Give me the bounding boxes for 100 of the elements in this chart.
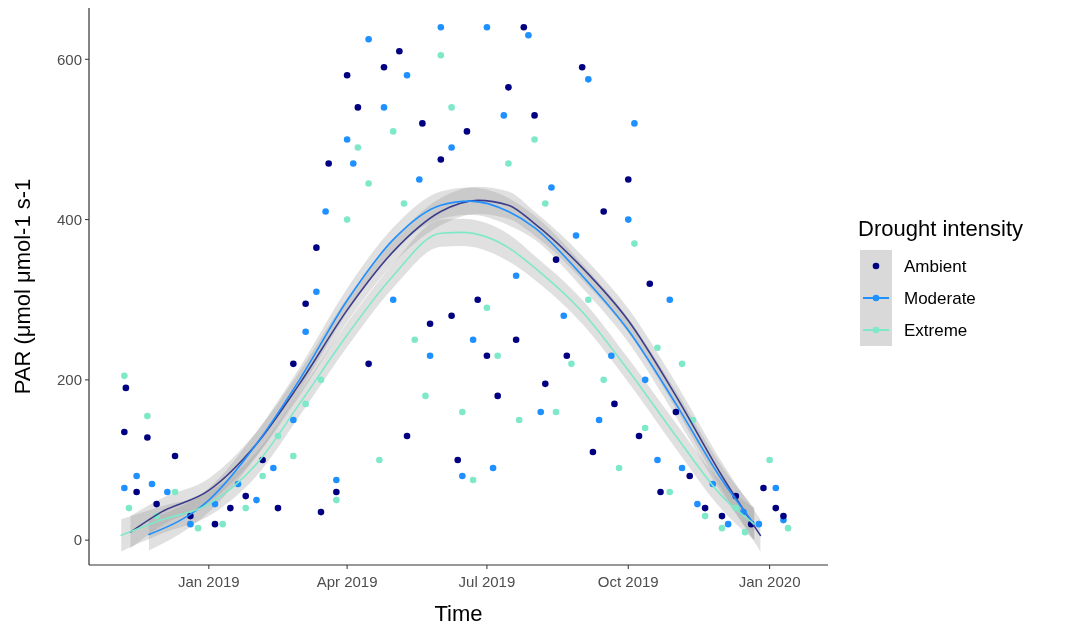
point	[701, 504, 709, 512]
point	[389, 296, 397, 304]
point	[317, 376, 325, 384]
point	[515, 416, 523, 424]
legend-label: Moderate	[904, 288, 976, 308]
point	[666, 296, 674, 304]
point	[595, 416, 603, 424]
point	[437, 23, 445, 31]
point	[302, 300, 309, 308]
point	[396, 47, 403, 55]
point	[219, 520, 226, 528]
point	[164, 488, 171, 496]
point	[365, 180, 372, 187]
point	[317, 508, 325, 516]
x-tick-label: Oct 2019	[597, 573, 659, 590]
point	[333, 496, 340, 504]
point	[313, 288, 320, 296]
point	[290, 360, 297, 368]
point	[657, 488, 664, 496]
point	[780, 512, 787, 520]
point	[469, 476, 477, 484]
point	[270, 464, 277, 472]
point	[290, 416, 297, 424]
point	[678, 360, 686, 368]
point	[489, 464, 497, 472]
x-tick-label: Jul 2019	[458, 573, 516, 590]
point	[365, 35, 372, 43]
point	[701, 512, 709, 520]
point	[242, 492, 250, 500]
point	[766, 456, 773, 464]
point	[784, 524, 792, 532]
point	[448, 144, 455, 151]
point	[211, 520, 219, 528]
point	[563, 352, 571, 360]
point	[354, 144, 362, 151]
point	[194, 524, 202, 532]
point	[585, 76, 592, 83]
point	[302, 328, 309, 336]
point	[171, 488, 179, 496]
point	[560, 312, 568, 320]
point	[333, 476, 340, 484]
point	[463, 128, 471, 135]
point	[718, 524, 726, 532]
point	[542, 200, 549, 207]
point	[494, 392, 501, 400]
legend-label: Extreme	[904, 320, 968, 340]
point	[631, 120, 638, 127]
point	[133, 472, 140, 480]
point	[290, 452, 297, 460]
point	[724, 520, 732, 528]
point	[376, 456, 383, 464]
point	[242, 504, 250, 512]
y-tick-label: 600	[56, 50, 82, 68]
y-axis-title: PAR (μmol μmol-1 s-1	[10, 178, 35, 395]
point	[772, 484, 780, 492]
point	[411, 336, 419, 344]
point	[608, 352, 615, 360]
point	[755, 520, 763, 528]
point	[419, 120, 426, 127]
point	[600, 208, 607, 215]
point	[537, 408, 544, 416]
point	[694, 500, 701, 508]
point	[333, 488, 340, 496]
point	[253, 496, 260, 504]
point	[365, 360, 372, 368]
point	[585, 296, 592, 304]
point	[552, 408, 560, 416]
point	[483, 23, 491, 31]
point	[615, 464, 623, 472]
point	[483, 352, 491, 360]
point	[520, 23, 528, 31]
point	[148, 480, 156, 488]
point	[678, 464, 686, 472]
point	[122, 384, 130, 392]
point	[631, 240, 638, 247]
point	[125, 504, 133, 512]
point	[343, 72, 351, 79]
point	[448, 312, 455, 320]
point	[437, 156, 445, 163]
point	[380, 64, 388, 71]
point	[666, 488, 674, 496]
point	[548, 184, 555, 191]
point	[325, 160, 332, 167]
point	[313, 244, 320, 251]
point	[483, 304, 491, 312]
point	[171, 452, 179, 460]
x-tick-label: Apr 2019	[316, 573, 378, 590]
point	[448, 104, 455, 111]
x-tick-label: Jan 2020	[738, 573, 801, 590]
point	[422, 392, 429, 400]
point	[672, 408, 680, 416]
point	[403, 72, 411, 79]
point	[469, 336, 477, 344]
point	[760, 484, 767, 492]
point	[121, 428, 128, 436]
x-tick-label: Jan 2019	[177, 573, 240, 590]
point	[741, 528, 749, 536]
point	[389, 128, 397, 135]
point	[459, 408, 466, 416]
point	[426, 320, 434, 328]
